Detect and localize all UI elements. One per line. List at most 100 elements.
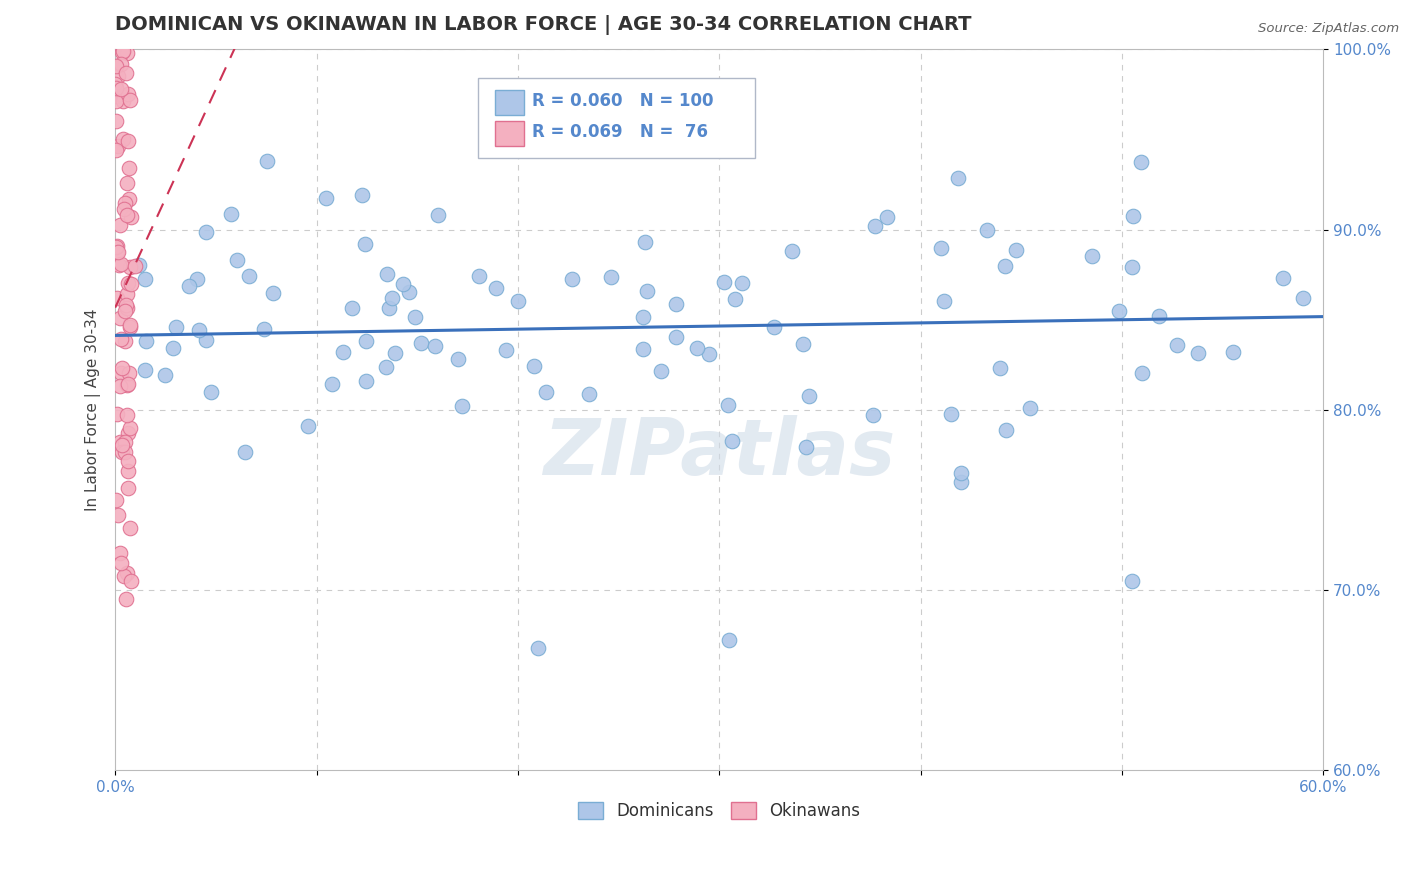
Point [423, 339, 446, 353]
Point [111, 360, 134, 375]
Point [200, 384, 222, 399]
Point [1130, 366, 1153, 380]
Point [114, 303, 136, 318]
Point [262, 286, 284, 301]
Point [117, 276, 139, 290]
Point [124, 259, 146, 273]
Point [115, 46, 138, 61]
Point [111, 44, 134, 58]
Point [763, 320, 786, 334]
Point [114, 65, 136, 79]
Point [252, 322, 274, 336]
Point [375, 267, 398, 281]
Point [108, 379, 131, 393]
Point [411, 336, 433, 351]
Point [780, 244, 803, 258]
Point [107, 244, 129, 259]
FancyBboxPatch shape [478, 78, 755, 158]
Point [799, 389, 821, 403]
Point [105, 143, 128, 157]
Legend: Dominicans, Okinawans: Dominicans, Okinawans [572, 795, 868, 827]
Point [120, 260, 142, 274]
Point [110, 218, 132, 232]
Point [713, 276, 735, 290]
Point [508, 293, 530, 308]
Point [378, 301, 401, 316]
Point [194, 333, 217, 347]
Point [110, 367, 132, 381]
Point [111, 45, 134, 59]
Point [485, 281, 508, 295]
Point [446, 351, 468, 366]
Point [117, 177, 139, 191]
Text: ZIPatlas: ZIPatlas [543, 415, 896, 491]
Point [120, 421, 142, 435]
Point [426, 208, 449, 222]
Point [155, 368, 177, 383]
Point [718, 633, 741, 648]
Point [188, 323, 211, 337]
Point [350, 187, 373, 202]
Point [114, 435, 136, 450]
Point [994, 259, 1017, 273]
Point [792, 336, 814, 351]
Point [162, 341, 184, 355]
Point [110, 332, 132, 346]
Point [297, 419, 319, 434]
Point [111, 88, 134, 103]
Point [110, 435, 132, 450]
Point [105, 245, 128, 260]
Point [120, 318, 142, 333]
Point [117, 376, 139, 391]
Point [108, 546, 131, 560]
Text: R = 0.069   N =  76: R = 0.069 N = 76 [531, 123, 709, 141]
Point [165, 320, 187, 334]
Point [110, 311, 132, 326]
Point [321, 376, 343, 391]
Point [578, 387, 600, 401]
Point [256, 153, 278, 168]
Point [1080, 249, 1102, 263]
Point [939, 407, 962, 421]
Point [107, 69, 129, 83]
Point [117, 464, 139, 478]
Point [112, 202, 135, 216]
Point [384, 345, 406, 359]
FancyBboxPatch shape [495, 90, 523, 115]
Point [118, 521, 141, 535]
Point [495, 343, 517, 357]
Point [104, 81, 127, 95]
Point [650, 363, 672, 377]
Point [353, 237, 375, 252]
Text: Source: ZipAtlas.com: Source: ZipAtlas.com [1258, 22, 1399, 36]
Point [115, 298, 138, 312]
Point [631, 310, 654, 325]
Point [636, 284, 658, 298]
Point [976, 223, 998, 237]
Point [115, 287, 138, 301]
Point [332, 345, 354, 359]
Point [226, 253, 249, 268]
Point [115, 377, 138, 392]
Point [561, 272, 583, 286]
Point [114, 591, 136, 606]
Point [233, 445, 256, 459]
Point [128, 258, 150, 272]
Point [107, 138, 129, 153]
Point [724, 293, 747, 307]
Point [527, 640, 550, 655]
Point [120, 210, 142, 224]
Point [354, 334, 377, 348]
Point [717, 398, 740, 412]
Point [134, 363, 156, 377]
Point [120, 277, 142, 291]
Point [1166, 338, 1188, 352]
Point [115, 408, 138, 422]
Point [135, 334, 157, 349]
Point [1019, 401, 1042, 415]
Point [177, 279, 200, 293]
Point [862, 409, 884, 423]
Point [118, 366, 141, 380]
Point [600, 270, 623, 285]
FancyBboxPatch shape [495, 120, 523, 146]
